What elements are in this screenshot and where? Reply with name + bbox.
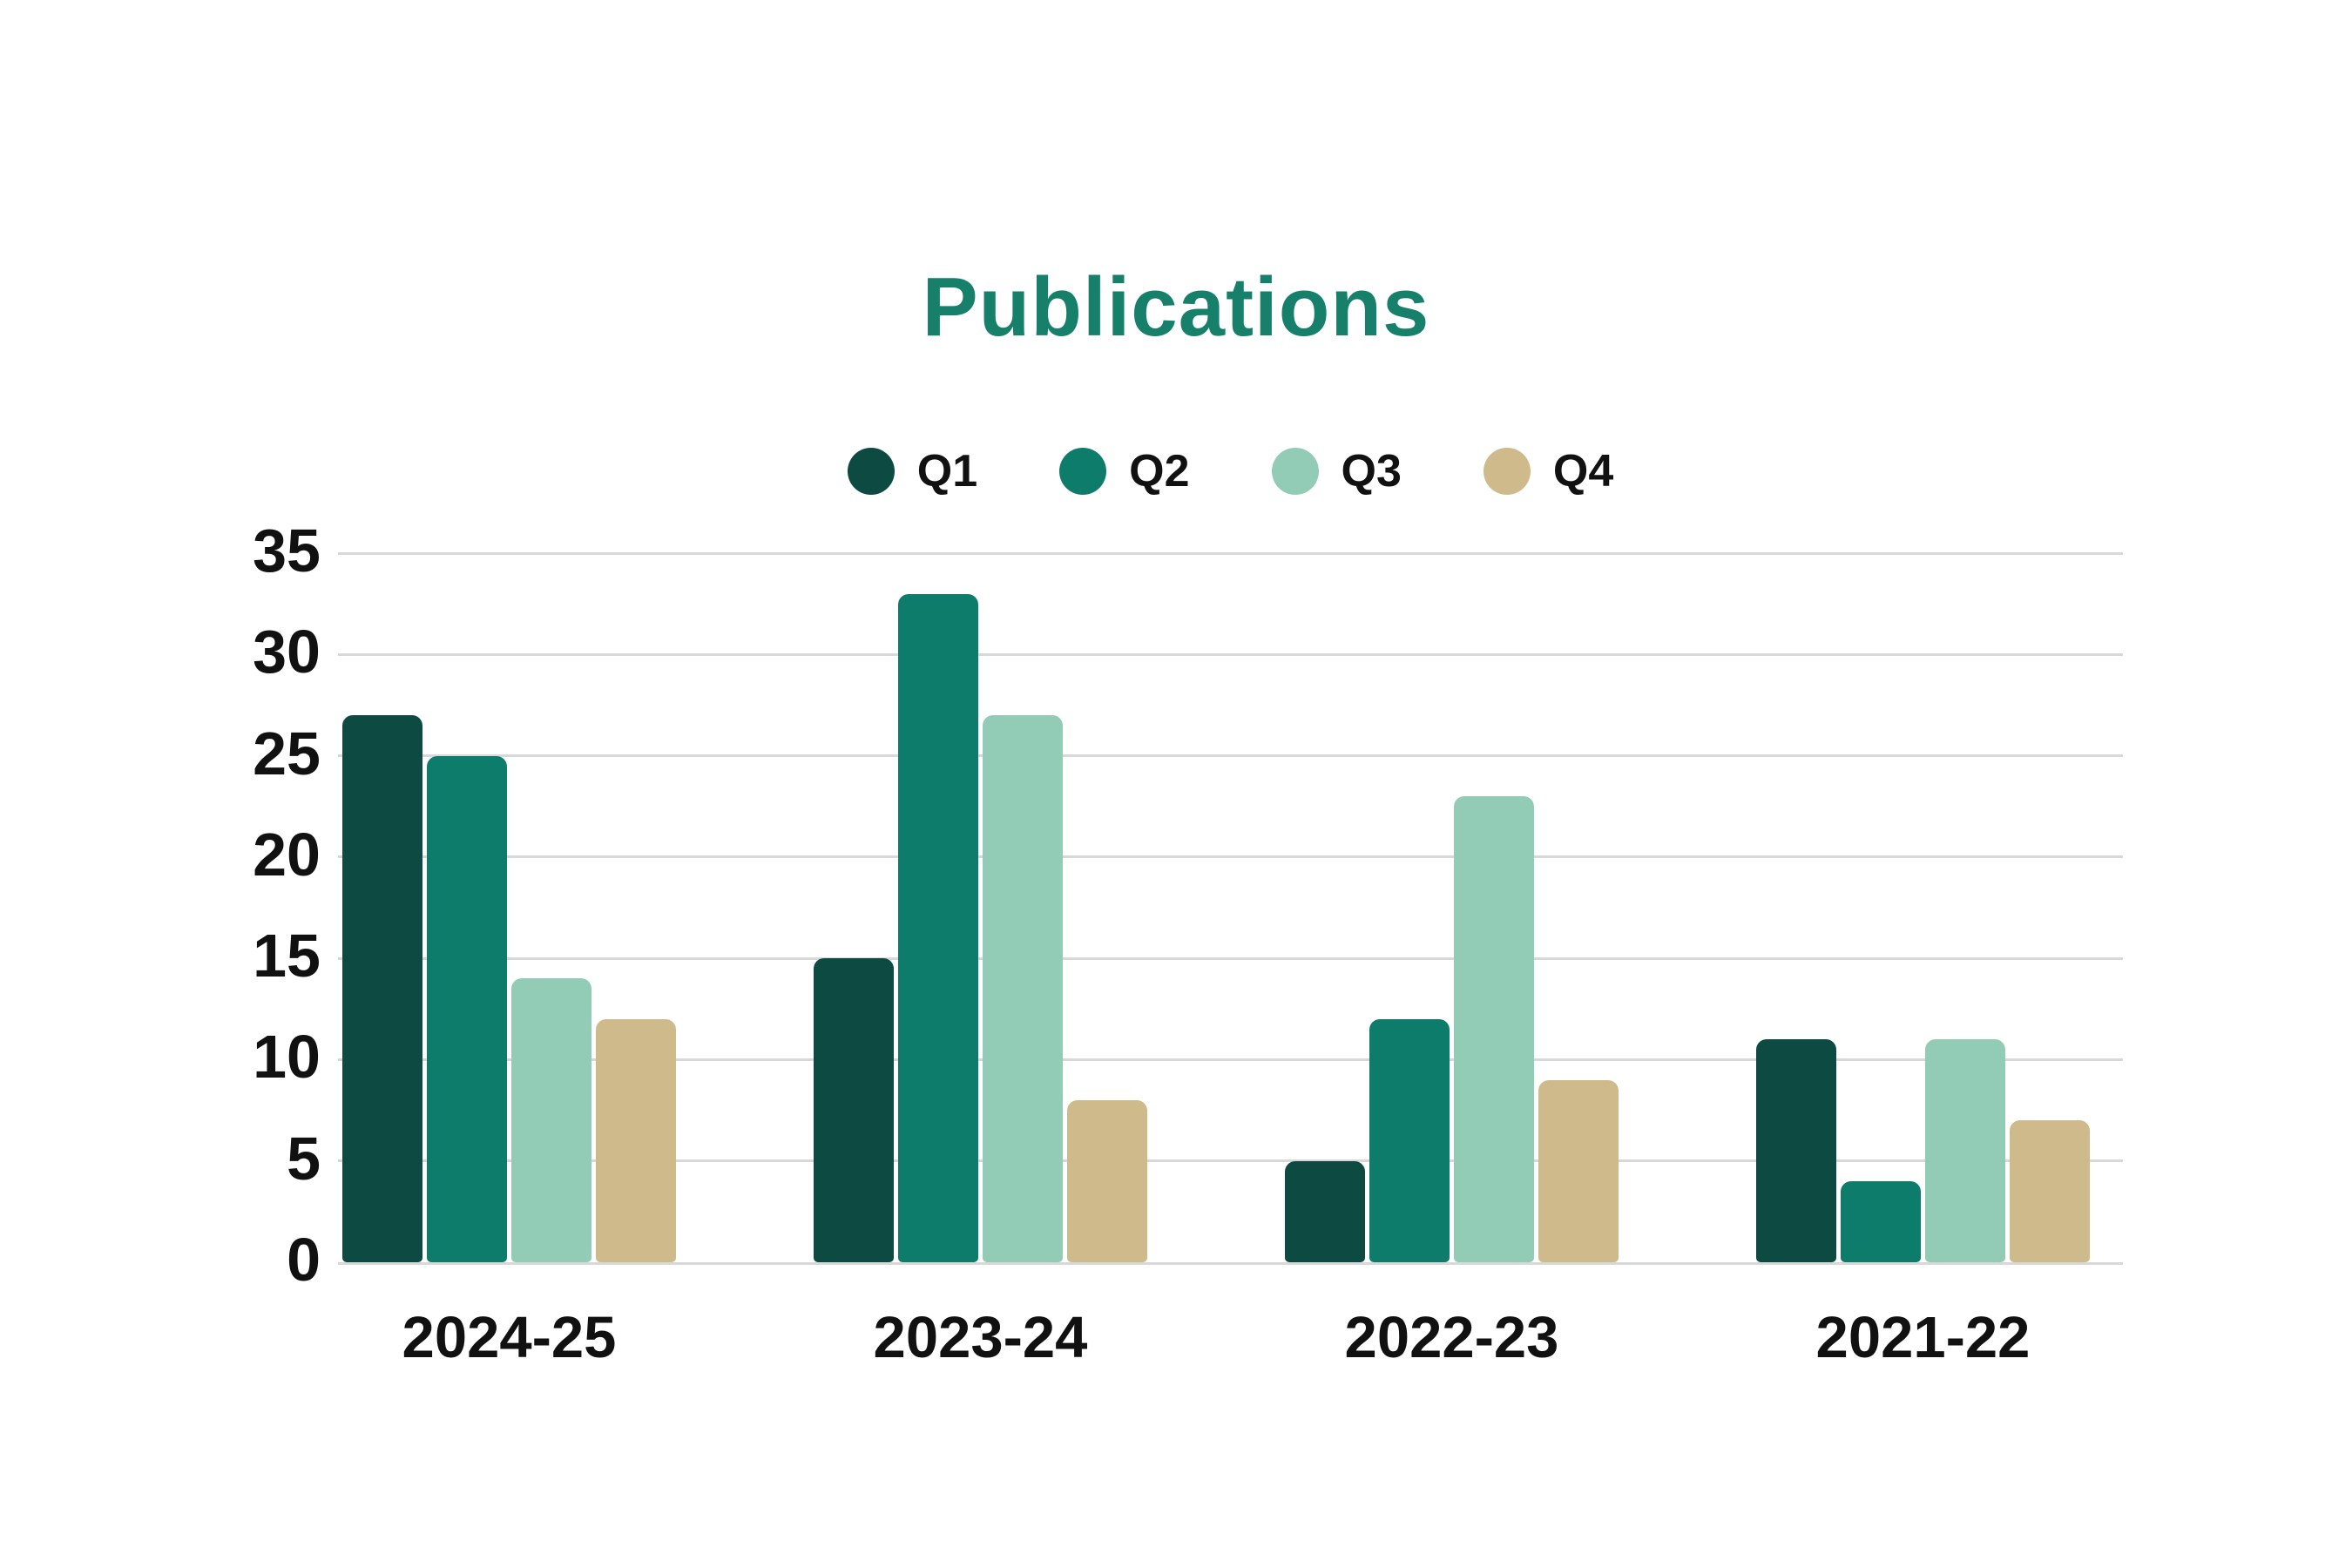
bar-2022-23-Q3 [1454, 796, 1534, 1262]
gridline-y-10 [338, 1058, 2123, 1061]
legend-label: Q4 [1552, 446, 1614, 497]
bar-2021-22-Q3 [1925, 1039, 2005, 1262]
bar-2021-22-Q2 [1841, 1180, 1921, 1262]
legend-item-Q1: Q1 [847, 445, 978, 497]
bar-2021-22-Q1 [1756, 1039, 1836, 1262]
y-axis-tick-10: 10 [253, 1023, 321, 1092]
bar-2023-24-Q2 [898, 593, 978, 1262]
bar-2023-24-Q3 [983, 715, 1063, 1262]
bar-2024-25-Q3 [511, 978, 591, 1262]
y-axis-tick-25: 25 [253, 719, 321, 787]
legend-dot-icon [1271, 448, 1319, 495]
legend-dot-icon [1483, 448, 1531, 495]
legend-item-Q4: Q4 [1483, 445, 1614, 497]
bar-2024-25-Q2 [427, 755, 507, 1262]
y-axis-tick-35: 35 [253, 516, 321, 585]
chart-legend: Q1 Q2 Q3 Q4 [338, 440, 2123, 503]
x-axis-label-2021-22: 2021-22 [1815, 1305, 2031, 1370]
bar-2022-23-Q2 [1369, 1018, 1450, 1262]
gridline-y-30 [338, 652, 2123, 656]
x-axis-label-2024-25: 2024-25 [402, 1305, 617, 1370]
bar-2023-24-Q4 [1067, 1099, 1147, 1262]
x-axis-label-2022-23: 2022-23 [1344, 1305, 1559, 1370]
gridline-y-5 [338, 1159, 2123, 1163]
bar-2021-22-Q4 [2010, 1120, 2090, 1262]
legend-item-Q3: Q3 [1271, 445, 1402, 497]
bar-2023-24-Q1 [814, 958, 894, 1262]
gridline-y-25 [338, 754, 2123, 758]
y-axis-tick-30: 30 [253, 618, 321, 686]
gridline-y-15 [338, 956, 2123, 960]
legend-label: Q2 [1129, 446, 1190, 497]
x-axis-label-2023-24: 2023-24 [873, 1305, 1088, 1370]
chart-title: Publications [922, 260, 1430, 354]
y-axis-tick-5: 5 [287, 1124, 321, 1193]
y-axis-tick-0: 0 [287, 1225, 321, 1294]
legend-dot-icon [847, 448, 895, 495]
legend-item-Q2: Q2 [1059, 445, 1190, 497]
gridline-y-20 [338, 855, 2123, 859]
bar-2024-25-Q1 [342, 715, 422, 1262]
legend-label: Q1 [916, 446, 978, 497]
bar-2024-25-Q4 [596, 1018, 676, 1262]
gridline-y-0 [338, 1262, 2123, 1265]
y-axis-tick-15: 15 [253, 921, 321, 990]
legend-label: Q3 [1341, 446, 1402, 497]
gridline-y-35 [338, 551, 2123, 555]
legend-dot-icon [1059, 448, 1107, 495]
bar-2022-23-Q4 [1538, 1079, 1619, 1262]
y-axis-tick-20: 20 [253, 820, 321, 889]
bar-2022-23-Q1 [1285, 1160, 1365, 1262]
